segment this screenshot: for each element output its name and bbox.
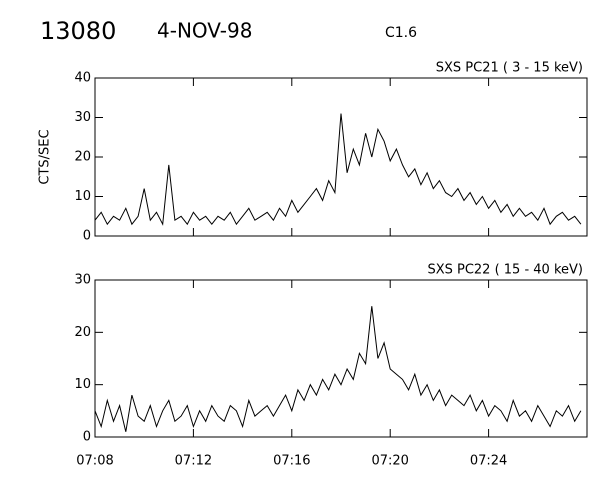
y-tick-label: 40 — [74, 71, 91, 86]
plot-frame — [94, 77, 588, 237]
y-tick-label: 10 — [74, 377, 91, 392]
panel-title: SXS PC22 ( 15 - 40 keV) — [427, 263, 583, 278]
y-tick-label: 30 — [74, 273, 91, 288]
data-line — [94, 113, 582, 226]
x-tick-label: 07:12 — [175, 454, 212, 469]
y-tick-label: 20 — [74, 325, 91, 340]
flare-class: C1.6 — [385, 25, 417, 41]
y-axis-label: CTS/SEC — [38, 129, 53, 184]
y-tick-label: 20 — [74, 150, 91, 165]
x-tick-label: 07:08 — [76, 454, 113, 469]
event-date: 4-NOV-98 — [157, 19, 252, 43]
y-tick-label: 10 — [74, 189, 91, 204]
event-id: 13080 — [40, 17, 116, 45]
x-tick-label: 07:20 — [371, 454, 408, 469]
y-tick-label: 30 — [74, 110, 91, 125]
x-tick-label: 07:16 — [273, 454, 310, 469]
data-line — [94, 306, 582, 432]
panel-title: SXS PC21 ( 3 - 15 keV) — [436, 61, 583, 76]
y-tick-label: 0 — [83, 229, 91, 244]
x-tick-label: 07:24 — [470, 454, 507, 469]
plot-frame — [94, 279, 588, 438]
y-tick-label: 0 — [83, 430, 91, 445]
